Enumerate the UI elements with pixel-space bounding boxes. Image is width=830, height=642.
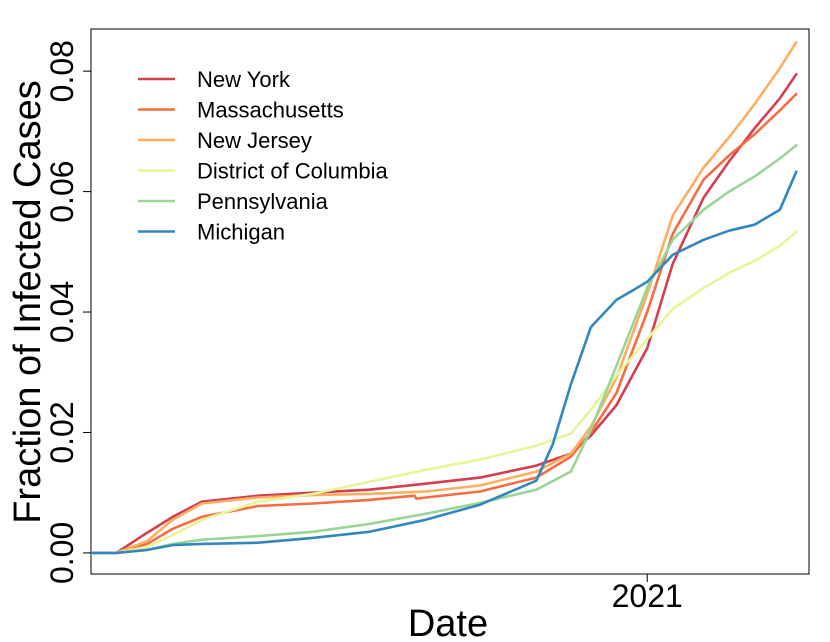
y-axis-title: Fraction of Infected Cases — [7, 80, 49, 524]
series-line-1 — [89, 92, 798, 555]
series-line-3 — [89, 230, 798, 555]
series-line-2 — [89, 40, 798, 555]
legend: New York Massachusetts New Jersey District … — [138, 67, 388, 245]
series-layer — [89, 40, 798, 555]
y-tick-label-2: 0.04 — [44, 281, 80, 343]
y-tick-label-4: 0.08 — [44, 40, 80, 102]
legend-label-3: District of Columbia — [197, 159, 388, 184]
series-line-4 — [89, 143, 798, 555]
legend-label-2: New Jersey — [197, 128, 312, 153]
x-axis: 2021 — [612, 574, 683, 614]
legend-label-0: New York — [197, 67, 291, 92]
series-line-0 — [89, 72, 798, 555]
legend-label-5: Michigan — [197, 220, 285, 245]
x-axis-title: Date — [408, 603, 488, 642]
plot-frame — [90, 28, 810, 575]
y-tick-label-3: 0.06 — [44, 160, 80, 222]
series-line-5 — [89, 170, 798, 555]
y-tick-label-1: 0.02 — [44, 401, 80, 463]
legend-label-1: Massachusetts — [197, 98, 344, 123]
y-tick-label-0: 0.00 — [44, 522, 80, 584]
y-axis: 0.00 0.02 0.04 0.06 0.08 — [44, 40, 91, 584]
x-tick-label-0: 2021 — [612, 578, 683, 614]
legend-label-4: Pennsylvania — [197, 189, 329, 214]
